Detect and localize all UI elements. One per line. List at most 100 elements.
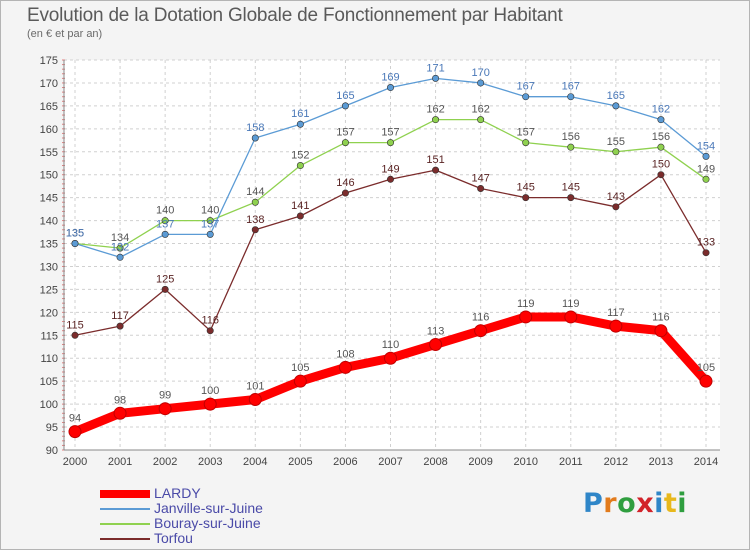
data-label: 161 bbox=[291, 108, 309, 120]
y-tick-label: 150 bbox=[40, 170, 58, 182]
data-point bbox=[654, 324, 668, 338]
data-label: 147 bbox=[471, 172, 489, 184]
data-label: 137 bbox=[201, 218, 219, 230]
data-point bbox=[564, 310, 578, 324]
chart-subtitle: (en € et par an) bbox=[27, 28, 103, 40]
logo-letter: t bbox=[663, 488, 678, 519]
y-tick-label: 130 bbox=[40, 261, 58, 273]
data-point bbox=[296, 162, 304, 170]
y-tick-label: 100 bbox=[40, 399, 58, 411]
data-point bbox=[116, 253, 124, 261]
y-tick-label: 115 bbox=[40, 330, 58, 342]
data-label: 170 bbox=[471, 67, 489, 79]
y-tick-label: 175 bbox=[40, 55, 58, 67]
data-point bbox=[609, 319, 623, 333]
x-tick-label: 2007 bbox=[378, 456, 402, 468]
y-tick-label: 145 bbox=[40, 193, 58, 205]
data-label: 135 bbox=[66, 228, 84, 240]
legend-item: Torfou bbox=[100, 530, 320, 546]
data-label: 116 bbox=[201, 315, 219, 327]
data-label: 144 bbox=[246, 186, 264, 198]
data-label: 135 bbox=[66, 228, 84, 240]
data-label: 149 bbox=[697, 163, 715, 175]
data-point bbox=[296, 212, 304, 220]
data-label: 140 bbox=[201, 205, 219, 217]
proxiti-logo: Proxiti bbox=[583, 488, 687, 519]
data-label: 110 bbox=[382, 339, 400, 351]
legend-item: Janville-sur-Juine bbox=[100, 500, 320, 516]
data-label: 167 bbox=[562, 81, 580, 93]
data-label: 162 bbox=[652, 104, 670, 116]
y-tick-label: 155 bbox=[40, 147, 58, 159]
logo-letter: o bbox=[617, 488, 637, 519]
data-label: 134 bbox=[111, 232, 129, 244]
data-label: 150 bbox=[652, 159, 670, 171]
data-point bbox=[71, 240, 79, 248]
data-label: 117 bbox=[607, 307, 625, 319]
data-label: 94 bbox=[69, 413, 81, 425]
data-point bbox=[657, 143, 665, 151]
data-label: 125 bbox=[156, 273, 174, 285]
data-label: 152 bbox=[291, 150, 309, 162]
data-point bbox=[341, 139, 349, 147]
data-label: 137 bbox=[156, 218, 174, 230]
x-tick-label: 2005 bbox=[288, 456, 312, 468]
data-point bbox=[386, 175, 394, 183]
logo-letter: i bbox=[677, 488, 688, 519]
data-point bbox=[203, 397, 217, 411]
data-point bbox=[657, 171, 665, 179]
x-tick-label: 2001 bbox=[108, 456, 132, 468]
legend-swatch bbox=[100, 508, 150, 510]
x-tick-label: 2002 bbox=[153, 456, 177, 468]
logo-letter: r bbox=[603, 488, 618, 519]
legend-swatch bbox=[100, 490, 150, 498]
data-point bbox=[116, 322, 124, 330]
data-point bbox=[251, 226, 259, 234]
data-label: 143 bbox=[607, 191, 625, 203]
x-tick-label: 2013 bbox=[649, 456, 673, 468]
data-label: 162 bbox=[471, 104, 489, 116]
data-label: 105 bbox=[697, 362, 715, 374]
x-tick-label: 2011 bbox=[559, 456, 583, 468]
legend-swatch bbox=[100, 538, 150, 540]
data-label: 145 bbox=[562, 182, 580, 194]
y-tick-label: 165 bbox=[40, 101, 58, 113]
data-point bbox=[477, 184, 485, 192]
data-point bbox=[293, 374, 307, 388]
logo-letter: P bbox=[583, 488, 604, 519]
legend-swatch bbox=[100, 523, 150, 525]
data-point bbox=[567, 143, 575, 151]
data-point bbox=[429, 337, 443, 351]
data-point bbox=[341, 189, 349, 197]
data-label: 116 bbox=[652, 312, 670, 324]
data-point bbox=[161, 230, 169, 238]
data-point bbox=[206, 217, 214, 225]
data-label: 105 bbox=[291, 362, 309, 374]
data-label: 151 bbox=[426, 154, 444, 166]
data-point bbox=[384, 351, 397, 365]
x-tick-label: 2003 bbox=[198, 456, 222, 468]
x-tick-label: 2006 bbox=[333, 456, 357, 468]
y-tick-label: 105 bbox=[40, 376, 58, 388]
data-point bbox=[206, 327, 214, 335]
data-label: 167 bbox=[517, 81, 535, 93]
data-point bbox=[612, 203, 620, 211]
data-label: 158 bbox=[246, 122, 264, 134]
data-label: 115 bbox=[66, 319, 84, 331]
data-label: 155 bbox=[607, 136, 625, 148]
data-point bbox=[248, 393, 262, 407]
data-point bbox=[296, 120, 304, 128]
data-label: 145 bbox=[517, 182, 535, 194]
x-tick-label: 2009 bbox=[468, 456, 492, 468]
data-point bbox=[432, 116, 440, 124]
data-point bbox=[71, 331, 79, 339]
data-point bbox=[113, 406, 127, 420]
chart-legend: LARDY Janville-sur-Juine Bouray-sur-Juine T… bbox=[100, 485, 320, 546]
data-point bbox=[567, 93, 575, 101]
data-label: 165 bbox=[336, 90, 354, 102]
data-point bbox=[68, 425, 82, 439]
data-point bbox=[477, 79, 485, 87]
data-point bbox=[657, 116, 665, 124]
data-label: 100 bbox=[201, 385, 219, 397]
data-label: 117 bbox=[111, 310, 129, 322]
